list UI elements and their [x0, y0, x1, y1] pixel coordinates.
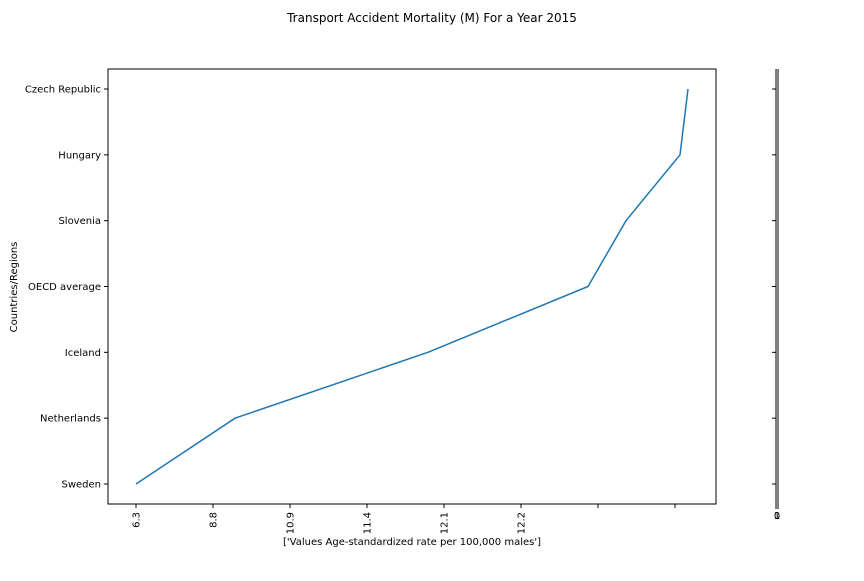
y-tick-label: Czech Republic [25, 85, 101, 96]
series-layer [135, 88, 689, 485]
chart-title: Transport Accident Mortality (M) For a Y… [286, 11, 577, 25]
x-tick-label: 12.1 [440, 512, 451, 534]
series-line [135, 88, 689, 485]
x-axis: 6.3 8.8 10.9 11.4 12.1 12.2 [132, 504, 676, 534]
y-tick-label: Hungary [58, 150, 101, 161]
side-axis-tick-label: 1 [774, 511, 780, 522]
y-tick-label: Netherlands [40, 414, 101, 425]
y-axis-label: Countries/Regions [9, 242, 20, 333]
x-axis-label: ['Values Age-standardized rate per 100,0… [283, 537, 541, 548]
x-tick-label: 8.8 [209, 512, 220, 528]
x-tick-label: 11.4 [363, 512, 374, 534]
plot-area [107, 68, 717, 505]
side-axis-tick-label: 0 [774, 511, 780, 522]
x-tick-label: 10.9 [286, 512, 297, 534]
y-tick-label: Sweden [61, 480, 101, 491]
y-axis: Sweden Netherlands Iceland OECD average Slov… [25, 85, 108, 491]
y-tick-label: OECD average [28, 282, 101, 293]
y-tick-label: Slovenia [58, 216, 101, 227]
x-tick-label: 6.3 [132, 512, 143, 528]
y-tick-label: Iceland [65, 348, 101, 359]
side-axis: 01 [772, 69, 780, 522]
x-tick-label: 12.2 [517, 512, 528, 534]
